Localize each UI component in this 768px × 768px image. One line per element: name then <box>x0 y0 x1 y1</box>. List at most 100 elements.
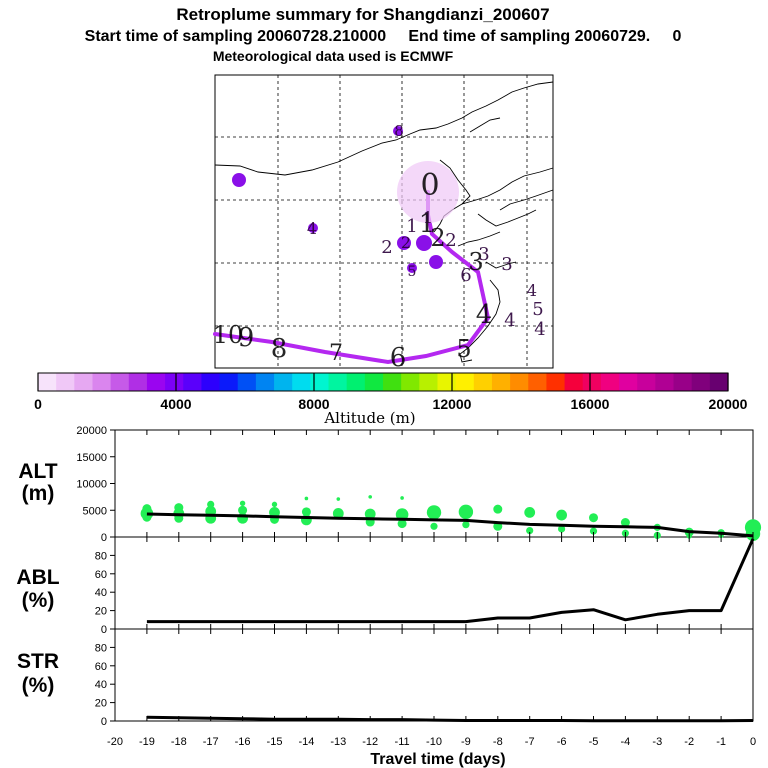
colorbar-cell <box>673 373 693 391</box>
altitude-colorbar: 0 4000 8000 12000 16000 20000 Altitude (m) <box>34 372 748 427</box>
map-day-label: 4 <box>527 281 537 300</box>
alt-cluster-point <box>458 504 474 520</box>
map-day-label: 4 <box>307 219 317 238</box>
colorbar-cell <box>709 373 729 391</box>
colorbar-cell <box>183 373 203 391</box>
alt-cluster-point <box>269 506 280 518</box>
cluster-blob <box>429 255 443 269</box>
x-tick-label: 0 <box>750 736 756 748</box>
map-day-label: 6 <box>460 265 471 286</box>
cluster-markers <box>232 126 443 273</box>
alt-panel-label: ALT <box>18 460 57 483</box>
x-tick-label: -19 <box>139 736 155 748</box>
panel-labels: ALT (m) ABL (%) STR (%) <box>16 460 59 697</box>
colorbar-cell <box>473 373 493 391</box>
colorbar-tick-label: 16000 <box>571 396 610 412</box>
map-frame <box>214 74 554 369</box>
alt-cluster-point <box>239 500 246 506</box>
x-tick-label: -11 <box>395 736 410 748</box>
alt-cluster-point <box>526 526 534 535</box>
colorbar-ticks: 0 4000 8000 12000 16000 20000 <box>34 373 748 412</box>
colorbar-cell <box>292 373 311 391</box>
alt-cluster-point <box>556 509 567 521</box>
colorbar-cell <box>255 373 275 391</box>
x-tick-label: -20 <box>107 736 123 748</box>
y-tick-label: 5000 <box>83 505 107 517</box>
colorbar-cell <box>383 373 402 391</box>
map-day-label: 8 <box>394 122 404 140</box>
alt-cluster-point <box>336 497 341 501</box>
figure-subtitle: Start time of sampling 20060728.210000 E… <box>85 28 682 45</box>
alt-cluster-point <box>301 507 311 517</box>
map-day-label: 0 <box>420 168 439 203</box>
x-tick-label: -9 <box>461 736 471 748</box>
map-day-label: 9 <box>238 323 255 353</box>
x-tick-label: -5 <box>589 736 599 748</box>
alt-cluster-point <box>364 508 376 520</box>
colorbar-tick-label: 4000 <box>160 396 191 412</box>
colorbar-tick-label: 20000 <box>709 396 748 412</box>
y-tick-label: 0 <box>101 532 107 544</box>
series-line-abl <box>146 538 755 624</box>
x-tick-label: -3 <box>652 736 662 748</box>
colorbar-cell <box>56 373 75 391</box>
alt-cluster-point <box>397 519 407 529</box>
x-tick-label: -12 <box>362 736 378 748</box>
colorbar-tick-label: 0 <box>34 396 42 412</box>
series-line-str <box>146 715 754 723</box>
x-tick-label: -8 <box>493 736 503 748</box>
map-day-label: 2 <box>381 237 392 258</box>
colorbar-cell <box>165 373 184 391</box>
str-panel-label: STR <box>17 650 59 673</box>
cluster-blob <box>397 236 411 250</box>
map-day-label: 2 <box>430 224 445 252</box>
colorbar-cell <box>328 373 348 391</box>
cluster-blob <box>232 173 246 187</box>
colorbar-cell <box>564 373 584 391</box>
alt-cluster-point <box>395 508 409 521</box>
cluster-blob <box>393 126 403 136</box>
map-day-label: 4 <box>504 310 515 331</box>
map-day-label: 6 <box>390 343 407 373</box>
alt-cluster-point <box>524 506 536 518</box>
x-tick-label: -10 <box>426 736 442 748</box>
colorbar-cell <box>274 373 293 391</box>
alt-cluster-point <box>207 500 215 508</box>
alt-cluster-point <box>430 522 438 530</box>
coastline <box>214 81 554 363</box>
abl-panel-label: ABL <box>16 566 59 589</box>
alt-cluster-point <box>620 518 630 528</box>
colorbar-cell <box>637 373 656 391</box>
colorbar-cell <box>401 373 420 391</box>
alt-cluster-point <box>462 521 470 529</box>
alt-cluster-point <box>238 505 248 515</box>
receptor-halo <box>397 161 459 223</box>
colorbar-cell <box>310 373 330 391</box>
map-day-label: 8 <box>271 334 288 364</box>
colorbar-cell <box>201 373 221 391</box>
colorbar-cell <box>455 373 475 391</box>
x-tick-label: -6 <box>557 736 567 748</box>
map-day-label: 2 <box>445 230 456 251</box>
series-line-alt <box>146 512 754 538</box>
colorbar-cell <box>582 373 602 391</box>
x-tick-label: -4 <box>621 736 631 748</box>
colorbar-cell <box>74 373 94 391</box>
map-day-label: 7 <box>329 341 343 366</box>
colorbar-cell <box>146 373 166 391</box>
map-gridlines <box>215 75 553 368</box>
y-tick-label: 40 <box>95 587 107 599</box>
map-day-label: 1 <box>419 209 436 239</box>
y-tick-label: 0 <box>101 716 107 728</box>
str-panel-unit: (%) <box>22 674 55 697</box>
colorbar-tick-label: 8000 <box>298 396 329 412</box>
figure-title: Retroplume summary for Shangdianzi_20060… <box>176 5 549 24</box>
map-day-label: 5 <box>456 335 471 363</box>
alt-cluster-point <box>589 527 598 535</box>
alt-cluster-point <box>271 501 278 508</box>
colorbar-cell <box>510 373 529 391</box>
colorbar-cell <box>691 373 711 391</box>
alt-cluster-point <box>426 505 442 520</box>
